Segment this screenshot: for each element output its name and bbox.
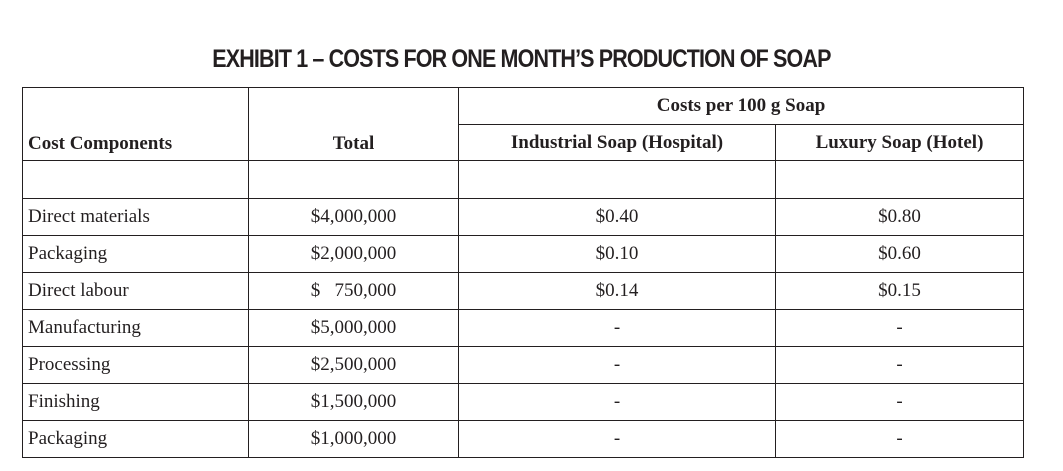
luxury-cost-cell: - (775, 420, 1024, 458)
industrial-cost-cell: - (458, 383, 776, 421)
exhibit-title: EXHIBIT 1 – COSTS FOR ONE MONTH’S PRODUC… (212, 45, 831, 73)
table-row: Packaging $2,000,000 $0.10 $0.60 (22, 235, 1024, 273)
cost-component-cell: Manufacturing (22, 309, 249, 347)
table-row: Manufacturing $5,000,000 - - (22, 309, 1024, 347)
industrial-cost-cell: $0.10 (458, 235, 776, 273)
blank-cell (22, 160, 249, 199)
cost-component-cell: Finishing (22, 383, 249, 421)
cost-component-cell: Packaging (22, 420, 249, 458)
luxury-cost-cell: $0.60 (775, 235, 1024, 273)
table-row: Finishing $1,500,000 - - (22, 383, 1024, 421)
cost-component-cell: Processing (22, 346, 249, 384)
blank-cell (775, 160, 1024, 199)
total-cell: $4,000,000 (248, 198, 459, 236)
total-cell: $2,000,000 (248, 235, 459, 273)
industrial-cost-cell: $0.14 (458, 272, 776, 310)
total-cell: $1,000,000 (248, 420, 459, 458)
total-cell: $ 750,000 (248, 272, 459, 310)
blank-cell (248, 160, 459, 199)
blank-row (22, 160, 1024, 199)
industrial-cost-cell: - (458, 346, 776, 384)
header-total: Total (248, 87, 459, 161)
header-row-sub: Industrial Soap (Hospital) Luxury Soap (… (23, 124, 1024, 161)
table-row: Packaging $1,000,000 - - (22, 420, 1024, 458)
total-cell: $2,500,000 (248, 346, 459, 384)
luxury-cost-cell: - (775, 383, 1024, 421)
header-industrial-soap: Industrial Soap (Hospital) (458, 124, 776, 161)
header-cost-components: Cost Components (22, 87, 249, 161)
header-row-group: Cost Components Total Costs per 100 g So… (22, 87, 1024, 161)
total-cell: $1,500,000 (248, 383, 459, 421)
cost-component-cell: Packaging (22, 235, 249, 273)
header-luxury-soap: Luxury Soap (Hotel) (775, 124, 1024, 161)
table-row: Direct labour $ 750,000 $0.14 $0.15 (22, 272, 1024, 310)
industrial-cost-cell: - (458, 420, 776, 458)
total-cell: $5,000,000 (248, 309, 459, 347)
luxury-cost-cell: - (775, 346, 1024, 384)
cost-table: Cost Components Total Costs per 100 g So… (22, 87, 1024, 458)
cost-component-cell: Direct labour (22, 272, 249, 310)
blank-cell (458, 160, 776, 199)
luxury-cost-cell: - (775, 309, 1024, 347)
cost-component-cell: Direct materials (22, 198, 249, 236)
industrial-cost-cell: - (458, 309, 776, 347)
luxury-cost-cell: $0.80 (775, 198, 1024, 236)
industrial-cost-cell: $0.40 (458, 198, 776, 236)
header-costs-per-100g: Costs per 100 g Soap (458, 87, 1024, 125)
luxury-cost-cell: $0.15 (775, 272, 1024, 310)
table-row: Processing $2,500,000 - - (22, 346, 1024, 384)
table-row: Direct materials $4,000,000 $0.40 $0.80 (22, 198, 1024, 236)
